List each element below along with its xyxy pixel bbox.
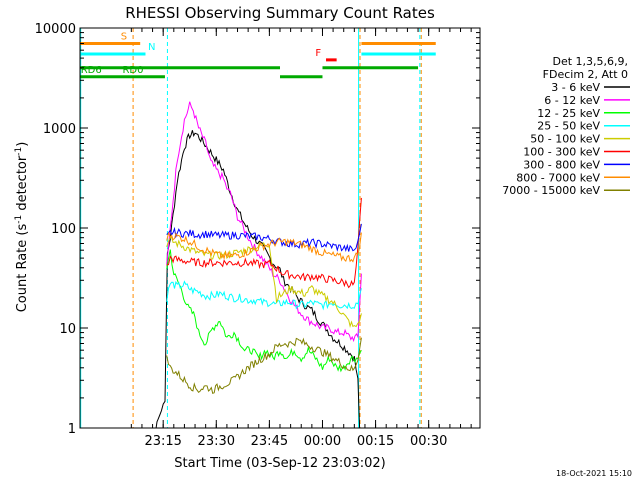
x-tick-label-5: 00:30 — [410, 434, 447, 449]
series-line-7 — [166, 231, 362, 263]
chart-title: RHESSI Observing Summary Count Rates — [125, 4, 435, 22]
legend: Det 1,3,5,6,9,FDecim 2, Att 03 - 6 keV6 … — [502, 55, 630, 197]
series-line-2 — [166, 249, 362, 373]
y-tick-label-1: 10 — [59, 322, 76, 337]
series-line-5 — [166, 197, 362, 289]
y-tick-label-2: 100 — [51, 222, 76, 237]
y-axis-label-sup2: -1 — [14, 147, 24, 156]
svg-text:Count Rate (s-1 detector-1): Count Rate (s-1 detector-1) — [14, 142, 30, 313]
legend-header-0: Det 1,3,5,6,9, — [552, 55, 628, 68]
x-tick-label-4: 00:15 — [357, 434, 394, 449]
y-axis-label-sup1: -1 — [14, 215, 24, 224]
legend-label-0: 3 - 6 keV — [551, 81, 600, 94]
legend-label-8: 7000 - 15000 keV — [502, 184, 600, 197]
data-series — [155, 101, 362, 429]
series-line-6 — [166, 223, 362, 252]
y-tick-label-4: 10000 — [35, 22, 76, 37]
legend-label-4: 50 - 100 keV — [530, 133, 600, 146]
legend-label-5: 100 - 300 keV — [523, 146, 600, 159]
y-tick-label-3: 1000 — [43, 122, 76, 137]
state-bars: S N RD0 RD6 F — [80, 31, 436, 79]
y-axis-label: Count Rate (s-1 detector-1) — [14, 142, 30, 313]
series-line-8 — [166, 337, 362, 394]
y-axis-label-mid: detector — [15, 155, 30, 215]
series-line-4 — [166, 236, 362, 329]
legend-label-7: 800 - 7000 keV — [516, 171, 600, 184]
x-tick-label-0: 23:15 — [144, 434, 181, 449]
state-bar-label-4: RD6 — [81, 65, 102, 76]
axes: 1 10 100 1000 10000 23:15 23:30 23:45 00:00 00:15… — [35, 22, 481, 449]
y-axis-label-main: Count Rate (s — [15, 224, 30, 313]
legend-header-1: FDecim 2, Att 0 — [543, 68, 628, 81]
series-line-3 — [166, 280, 362, 311]
x-tick-label-3: 00:00 — [304, 434, 341, 449]
y-tick-label-0: 1 — [68, 422, 76, 437]
x-axis-label: Start Time (03-Sep-12 23:03:02) — [174, 456, 385, 471]
legend-label-6: 300 - 800 keV — [523, 158, 600, 171]
state-bar-label-0: S — [121, 31, 127, 42]
vertical-markers — [80, 28, 422, 428]
legend-label-1: 6 - 12 keV — [544, 94, 600, 107]
legend-label-3: 25 - 50 keV — [537, 120, 600, 133]
x-tick-label-2: 23:45 — [251, 434, 288, 449]
series-line-1 — [166, 101, 362, 343]
state-bar-label-5: F — [315, 48, 321, 59]
y-axis-label-end: ) — [15, 142, 30, 147]
series-line-0 — [155, 130, 361, 429]
state-bar-label-3: RD0 — [122, 65, 143, 76]
timestamp: 18-Oct-2021 15:10 — [556, 469, 632, 478]
legend-label-2: 12 - 25 keV — [537, 107, 600, 120]
x-tick-label-1: 23:30 — [198, 434, 235, 449]
state-bar-label-1: N — [148, 42, 155, 53]
